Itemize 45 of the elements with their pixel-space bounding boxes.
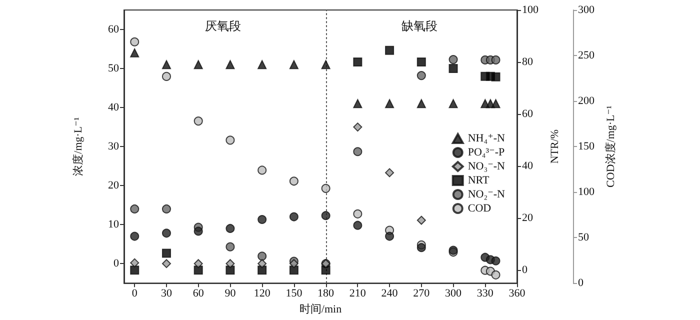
legend-label: NO₂⁻-N xyxy=(468,188,506,200)
x-tick-label: 120 xyxy=(254,288,271,300)
y-tick-label: 10 xyxy=(108,218,120,231)
legend-label: NRT xyxy=(468,174,490,186)
x-tick-label: 210 xyxy=(349,288,366,300)
annotation: 缺氧段 xyxy=(401,19,438,33)
legend-label: NH₄⁺-N xyxy=(468,132,506,144)
y2-tick-label: 20 xyxy=(522,212,534,224)
x-tick-label: 30 xyxy=(160,288,172,300)
x-tick-label: 240 xyxy=(381,288,398,300)
y-tick-label: 30 xyxy=(108,140,120,153)
y3-tick-label: 200 xyxy=(578,95,595,108)
x-tick-label: 300 xyxy=(445,288,462,300)
y2-tick-label: 60 xyxy=(522,108,534,120)
x-tick-label: 360 xyxy=(508,288,526,300)
x-tick-label: 0 xyxy=(132,288,138,300)
y3-tick-label: 50 xyxy=(578,232,590,244)
legend-label: PO₄³⁻-P xyxy=(468,146,505,158)
y2-axis-title: NTR/% xyxy=(548,129,561,164)
x-tick-label: 330 xyxy=(476,288,494,300)
y-tick-label: 50 xyxy=(108,62,120,75)
annotation: 厌氧段 xyxy=(204,19,241,33)
legend-label: NO₃⁻-N xyxy=(468,160,506,172)
y-tick-label: 20 xyxy=(108,180,120,192)
y3-tick-label: 0 xyxy=(578,277,584,290)
y3-tick-label: 150 xyxy=(578,140,595,153)
y-tick-label: 40 xyxy=(108,102,120,114)
y-tick-label: 60 xyxy=(108,24,120,36)
x-tick-label: 90 xyxy=(224,288,236,300)
y2-tick-label: 0 xyxy=(522,264,528,276)
y-axis-title: 浓度/mg·L⁻¹ xyxy=(72,117,84,176)
y3-axis-title: COD浓度/mg·L⁻¹ xyxy=(604,106,617,188)
legend-label: COD xyxy=(468,202,492,214)
y3-tick-label: 250 xyxy=(578,50,595,62)
x-tick-label: 60 xyxy=(192,288,204,300)
y2-tick-label: 80 xyxy=(522,56,534,68)
x-tick-label: 270 xyxy=(413,288,430,300)
x-axis-title: 时间/min xyxy=(299,302,342,316)
y2-tick-label: 100 xyxy=(522,4,539,16)
y3-tick-label: 100 xyxy=(578,186,595,198)
y-tick-label: 0 xyxy=(114,258,120,270)
x-tick-label: 150 xyxy=(286,288,303,300)
y2-tick-label: 40 xyxy=(522,160,534,172)
x-tick-label: 180 xyxy=(318,288,335,300)
y3-tick-label: 300 xyxy=(578,4,595,16)
